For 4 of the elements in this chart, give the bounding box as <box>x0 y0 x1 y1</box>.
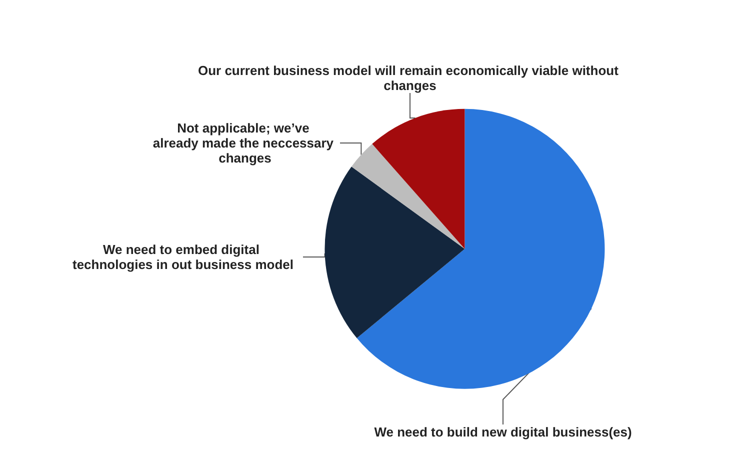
slice-label: Not applicable; we’ve already made the neccessary changes <box>152 120 338 166</box>
slice-label: We need to build new digital business(es) <box>374 424 632 440</box>
slice-label: We need to embed digital technologies in out business model <box>72 242 294 272</box>
slice-label: Our current business model will remain economically viable without changes <box>198 63 622 93</box>
